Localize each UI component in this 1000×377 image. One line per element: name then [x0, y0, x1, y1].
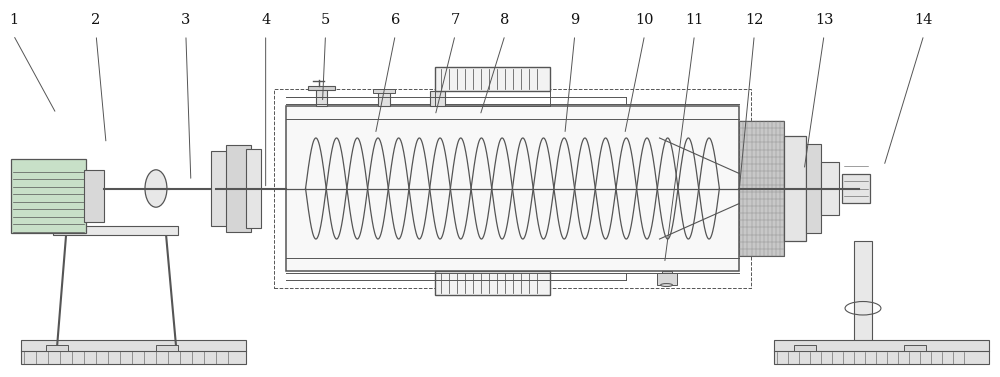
Text: 10: 10: [635, 13, 654, 27]
Bar: [316, 89, 327, 106]
Bar: [430, 91, 445, 106]
Bar: [774, 340, 989, 365]
Bar: [286, 106, 739, 271]
Bar: [11, 159, 86, 233]
Bar: [657, 273, 677, 285]
Ellipse shape: [661, 284, 673, 287]
Bar: [156, 345, 178, 351]
Text: 2: 2: [92, 13, 101, 27]
Bar: [373, 89, 395, 93]
Text: 4: 4: [261, 13, 270, 27]
Text: 8: 8: [500, 13, 510, 27]
Bar: [53, 226, 178, 235]
Bar: [435, 271, 550, 295]
Bar: [308, 86, 335, 90]
Bar: [378, 92, 390, 106]
Bar: [435, 67, 550, 91]
Text: 11: 11: [685, 13, 704, 27]
Text: 1: 1: [9, 13, 18, 27]
Bar: [842, 173, 870, 204]
Bar: [226, 146, 251, 231]
Bar: [821, 162, 839, 215]
Text: 13: 13: [815, 13, 833, 27]
Bar: [46, 345, 68, 351]
Bar: [84, 170, 104, 222]
Bar: [904, 345, 926, 351]
Bar: [246, 149, 261, 228]
Bar: [274, 89, 751, 288]
Bar: [784, 136, 806, 241]
Text: 3: 3: [181, 13, 191, 27]
Bar: [739, 121, 784, 256]
Bar: [662, 271, 672, 274]
Bar: [211, 151, 229, 226]
Text: 9: 9: [570, 13, 579, 27]
Text: 5: 5: [321, 13, 330, 27]
Text: 14: 14: [915, 13, 933, 27]
Text: 6: 6: [391, 13, 400, 27]
Ellipse shape: [145, 170, 167, 207]
Text: 12: 12: [745, 13, 763, 27]
Bar: [806, 144, 821, 233]
Bar: [854, 241, 872, 351]
Bar: [794, 345, 816, 351]
Bar: [21, 340, 246, 365]
Text: 7: 7: [450, 13, 460, 27]
